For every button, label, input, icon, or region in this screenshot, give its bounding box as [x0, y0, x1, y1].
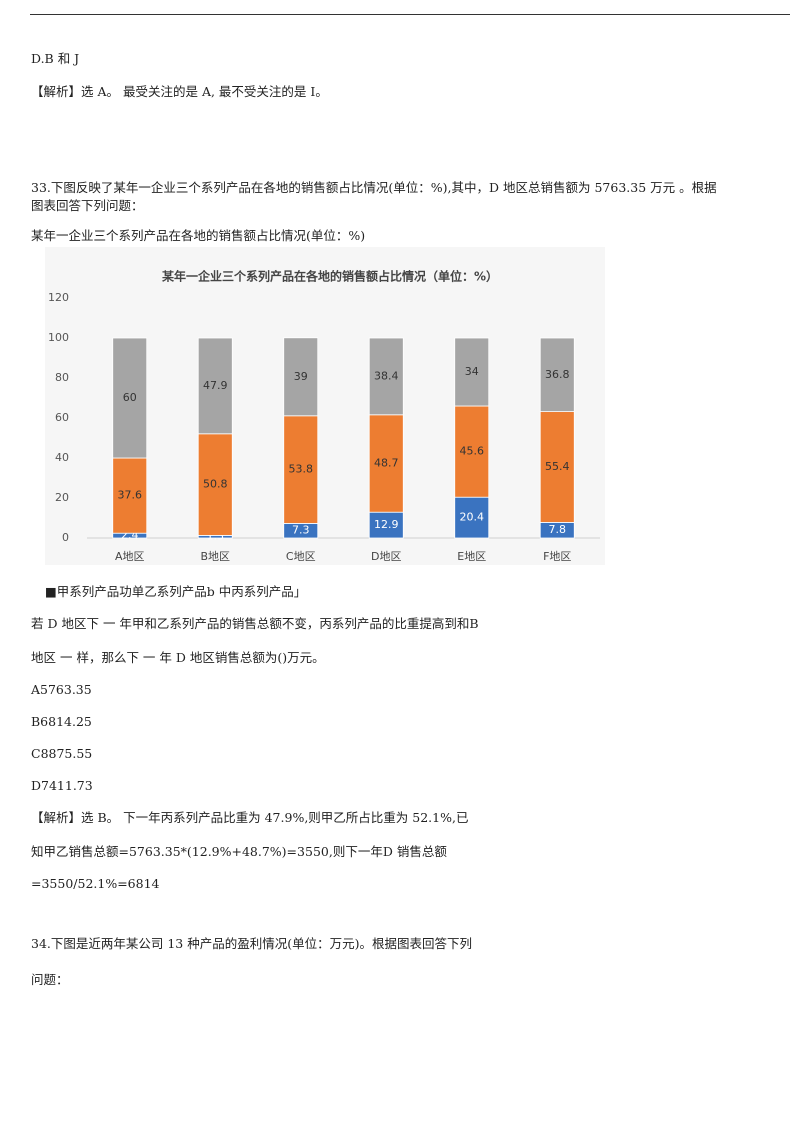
y-tick-label: 40	[55, 451, 69, 464]
data-label: 38.4	[374, 369, 399, 382]
analysis: 【解析】选 B。 下一年丙系列产品比重为 47.9%,则甲乙所占比重为 52.1…	[31, 810, 469, 825]
y-tick-label: 100	[48, 331, 69, 344]
top-rule	[30, 14, 790, 15]
data-label: 36.8	[545, 368, 570, 381]
data-label: 55.4	[545, 460, 570, 473]
bar-segment	[283, 337, 319, 417]
bar-segment	[197, 337, 233, 435]
y-tick-label: 120	[48, 291, 69, 304]
data-label: 20.4	[460, 511, 485, 524]
data-label: 34	[465, 365, 479, 378]
y-tick-label: 20	[55, 491, 69, 504]
x-tick-label: E地区	[457, 550, 486, 563]
analysis: 【解析】选 A。 最受关注的是 A, 最不受关注的是 I。	[31, 84, 328, 99]
bar-segment	[368, 337, 404, 416]
bar-segment	[368, 414, 404, 513]
y-tick-label: 60	[55, 411, 69, 424]
question: 问题：	[31, 972, 69, 987]
bar-segment	[368, 511, 404, 539]
x-tick-label: C地区	[286, 550, 316, 563]
question: 34.下图是近两年某公司 13 种产品的盈利情况(单位：万元)。根据图表回答下列	[31, 936, 472, 951]
bar-segment	[197, 433, 233, 536]
data-label: 50.8	[203, 478, 228, 491]
x-tick-label: A地区	[115, 550, 145, 563]
analysis: 知甲乙销售总额=5763.35*(12.9%+48.7%)=3550,则下一年D…	[31, 844, 447, 859]
bar-segment	[283, 415, 319, 524]
bar-segment	[112, 337, 148, 459]
data-label: 45.6	[460, 445, 485, 458]
bar-segment	[454, 337, 490, 407]
data-label: 48.7	[374, 457, 399, 470]
question: 地区 一 样，那么下 一 年 D 地区销售总额为()万元。	[31, 650, 325, 665]
data-label: 37.6	[118, 489, 143, 502]
option: D.B 和 J	[31, 51, 80, 66]
data-label: 12.9	[374, 518, 399, 531]
caption: 某年一企业三个系列产品在各地的销售额占比情况(单位：%)	[31, 228, 366, 243]
bar-segment	[454, 405, 490, 498]
chart-title: 某年一企业三个系列产品在各地的销售额占比情况（单位：%）	[162, 269, 498, 284]
data-label: 53.8	[289, 463, 314, 476]
question: 33.下图反映了某年一企业三个系列产品在各地的销售额占比情况(单位：%),其中，…	[31, 180, 717, 195]
chart: 某年一企业三个系列产品在各地的销售额占比情况（单位：%） 0 20 40 60 80 10…	[45, 247, 605, 565]
option: D7411.73	[31, 778, 93, 793]
option: C8875.55	[31, 746, 93, 761]
analysis: =3550/52.1%=6814	[31, 876, 160, 891]
y-tick-label: 0	[62, 531, 69, 544]
bar-segment	[454, 496, 490, 539]
data-label: 39	[294, 370, 308, 383]
question: 若 D 地区下 一 年甲和乙系列产品的销售总额不变，丙系列产品的比重提高到和B	[31, 616, 479, 631]
data-label: 7.8	[549, 523, 567, 536]
option: A5763.35	[31, 682, 92, 697]
legend-text: ■甲系列产品功单乙系列产品b 中丙系列产品」	[45, 584, 307, 599]
x-tick-label: B地区	[200, 550, 230, 563]
x-tick-label: F地区	[543, 550, 571, 563]
y-tick-label: 80	[55, 371, 69, 384]
data-label: 60	[123, 391, 137, 404]
question: 图表回答下列问题：	[31, 198, 144, 213]
bar-segment	[539, 337, 575, 412]
data-label: 7.3	[292, 524, 310, 537]
x-tick-label: D地区	[371, 550, 401, 563]
data-label: 47.9	[203, 379, 228, 392]
option: B6814.25	[31, 714, 92, 729]
